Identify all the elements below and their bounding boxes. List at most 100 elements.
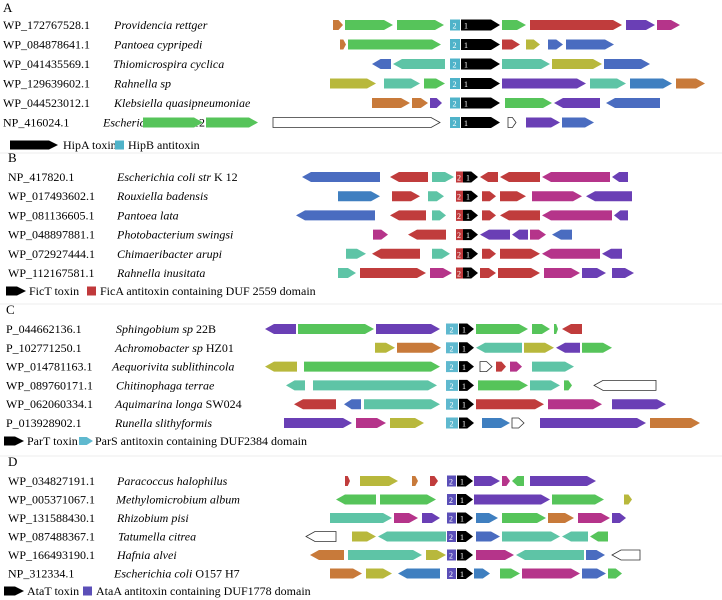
antitoxin-gene (450, 19, 460, 31)
species-name: Aquimarina longa (114, 397, 203, 411)
neighbor-gene-arrow (432, 210, 446, 221)
accession-label: WP_017493602.1 Rouxiella badensis (8, 189, 208, 203)
neighbor-gene-arrow (298, 324, 374, 334)
neighbor-gene-arrow (626, 20, 655, 30)
toxin-gene (463, 190, 478, 202)
toxin-gene-number: 1 (460, 496, 464, 505)
antitoxin-gene (446, 379, 458, 391)
accession-label: WP_084878641.1 Pantoea cypripedi (3, 38, 202, 52)
species-name: Pantoea cypripedi (113, 38, 202, 52)
accession-label: NP_312334.1 Escherichia coli O157 H7 (8, 567, 240, 581)
neighbor-gene-arrow (360, 476, 398, 486)
operon-row: WP_062060334.1 Aquimarina longa SW024 2 1 (6, 397, 666, 411)
species-name: Achromobacter sp (114, 341, 203, 355)
antitoxin-gene-number: 2 (457, 174, 461, 183)
operon-row: WP_089760171.1 Chitinophaga terrae 2 1 (6, 378, 657, 392)
operon-row: NP_417820.1 Escherichia coli str K 12 2 1 (8, 170, 628, 184)
toxin-legend-label: ParT toxin (27, 434, 78, 448)
neighbor-gene-arrow (542, 172, 610, 182)
neighbor-gene-arrow (500, 172, 540, 182)
operon-row: WP_087488367.1 Tatumella citrea 2 1 (8, 530, 608, 544)
neighbor-gene-arrow (313, 380, 437, 391)
neighbor-gene-arrow (206, 117, 258, 128)
neighbor-gene-arrow (286, 380, 305, 391)
toxin-gene-number: 1 (464, 119, 468, 128)
neighbor-gene-arrow (380, 494, 436, 505)
antitoxin-gene (446, 342, 458, 354)
toxin-legend-icon (4, 586, 24, 596)
neighbor-gene-arrow (502, 59, 550, 69)
operon-row: WP_044523012.1 Klebsiella quasipneumonia… (3, 96, 660, 110)
operon-row: P_044662136.1 Sphingobium sp 22B 2 1 (6, 322, 582, 336)
accession-id: WP_072927444.1 (8, 247, 98, 261)
antitoxin-gene (450, 39, 460, 50)
neighbor-gene-arrow (480, 229, 510, 240)
neighbor-gene-arrow (482, 210, 496, 221)
neighbor-gene-arrow (265, 324, 296, 334)
accession-label: WP_072927444.1 Chimaeribacter arupi (8, 247, 222, 261)
neighbor-gene-arrow (530, 380, 560, 391)
neighbor-gene-arrow (390, 172, 428, 182)
neighbor-gene-arrow (338, 191, 380, 202)
neighbor-gene-arrow (582, 568, 606, 579)
toxin-gene (457, 475, 473, 487)
neighbor-gene-arrow (474, 568, 490, 579)
toxin-gene-number: 1 (460, 533, 464, 542)
neighbor-gene-arrow (348, 39, 441, 50)
neighbor-gene-arrow (432, 248, 450, 259)
neighbor-gene-arrow (482, 248, 496, 259)
neighbor-gene-arrow (476, 324, 528, 334)
neighbor-gene-arrow (373, 229, 388, 240)
neighbor-gene-arrow (502, 78, 586, 89)
accession-id: WP_005371067.1 (8, 493, 98, 507)
operon-row: NP_312334.1 Escherichia coli O157 H7 2 1 (8, 567, 622, 581)
neighbor-gene-arrow (476, 342, 522, 353)
neighbor-gene-arrow (304, 361, 440, 372)
neighbor-gene-arrow (544, 268, 580, 278)
antitoxin-gene-number: 2 (453, 80, 457, 89)
panel-a: AWP_172767528.1 Providencia rettger 2 1WP_… (3, 0, 705, 152)
toxin-gene (463, 248, 478, 260)
pseudo-gene-arrow (511, 417, 525, 429)
antitoxin-gene-number: 2 (449, 478, 453, 487)
antitoxin-gene-number: 2 (449, 570, 453, 579)
accession-label: WP_041435569.1 Thiomicrospira cyclica (3, 57, 224, 71)
toxin-gene (459, 379, 474, 391)
antitoxin-gene (456, 229, 463, 241)
toxin-gene (459, 398, 474, 410)
neighbor-gene-arrow (502, 531, 560, 542)
operon-row: P_102771250.1 Achromobacter sp HZ01 2 1 (6, 341, 612, 355)
toxin-gene-number: 1 (466, 212, 470, 221)
neighbor-gene-arrow (532, 324, 550, 334)
neighbor-gene-arrow (542, 248, 600, 259)
neighbor-gene-arrow (500, 248, 540, 259)
species-name: Hafnia alvei (116, 548, 177, 562)
accession-label: WP_081136605.1 Pantoea lata (8, 208, 179, 222)
toxin-gene (461, 117, 500, 128)
pseudo-gene-arrow (305, 531, 337, 542)
pseudo-gene-arrow (593, 379, 657, 391)
neighbor-gene-arrow (562, 531, 588, 542)
antitoxin-gene (446, 323, 458, 335)
accession-id: NP_417820.1 (8, 170, 77, 184)
toxin-gene-number: 1 (466, 250, 470, 259)
toxin-gene (459, 342, 474, 354)
neighbor-gene-arrow (336, 494, 376, 505)
neighbor-gene-arrow (364, 399, 440, 410)
neighbor-gene-arrow (480, 172, 498, 182)
species-name: Aequorivita sublithincola (111, 360, 234, 374)
neighbor-gene-arrow (505, 98, 552, 108)
toxin-gene (463, 267, 478, 279)
neighbor-gene-arrow (510, 361, 522, 372)
toxin-gene-number: 1 (460, 478, 464, 487)
neighbor-gene-arrow (578, 513, 610, 523)
neighbor-gene-arrow (496, 361, 506, 372)
neighbor-gene-arrow (532, 191, 582, 202)
neighbor-gene-arrow (606, 98, 660, 108)
neighbor-gene-arrow (530, 476, 596, 486)
accession-id: WP_089760171.1 (6, 378, 96, 392)
panel-letter: D (8, 454, 17, 469)
neighbor-gene-arrow (566, 39, 614, 50)
legend: AtaT toxin AtaA antitoxin containing DUF1… (4, 584, 311, 598)
operon-row: WP_014781163.1 Aequorivita sublithincola… (6, 360, 574, 374)
